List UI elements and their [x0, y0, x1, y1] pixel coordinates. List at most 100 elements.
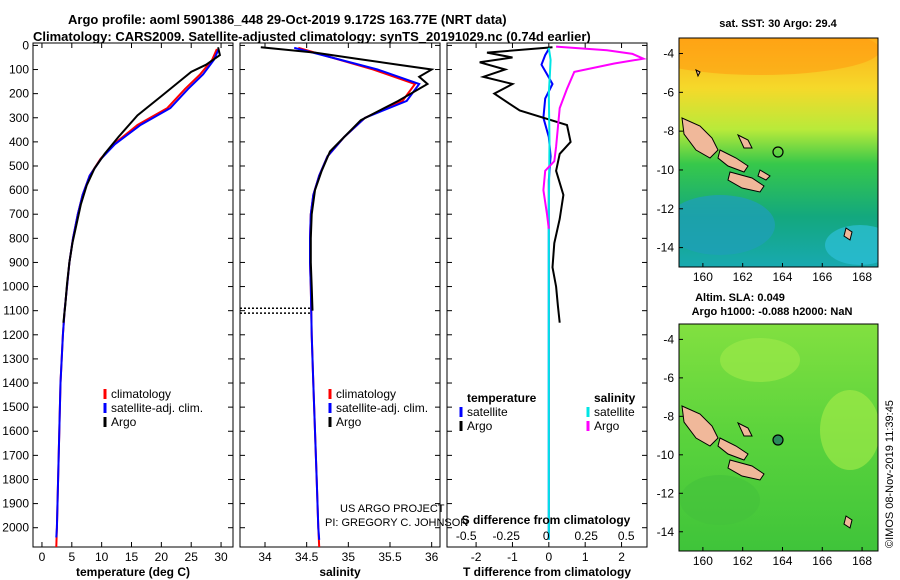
map-x-tick-label: 164	[772, 554, 792, 568]
top-x-tick-label: 0.5	[618, 529, 635, 543]
x-tick-label: 10	[95, 550, 109, 564]
sla-map-title-line-2: Argo h1000: -0.088 h2000: NaN	[692, 306, 853, 318]
depth-tick-label: 1500	[2, 400, 29, 414]
depth-tick-label: 1700	[2, 448, 29, 462]
depth-axis-labels: 0 100 200 300 400 500 600 700 800 900 1000 1100 1200…	[2, 38, 29, 534]
imos-stamp: ©IMOS 08-Nov-2019 11:39:45	[884, 400, 896, 548]
legend-label: Argo	[467, 419, 493, 433]
sla-map-frame	[678, 323, 879, 552]
map-x-tick-label: 160	[693, 554, 713, 568]
depth-tick-label: 2000	[2, 521, 29, 535]
map-y-tick-label: -4	[663, 47, 674, 61]
map-y-tick-label: -14	[657, 525, 675, 539]
sst-map	[679, 38, 878, 267]
depth-tick-label: 700	[9, 207, 29, 221]
x-tick-label: 1	[582, 550, 589, 564]
map-y-tick-label: -4	[663, 332, 674, 346]
x-tick-label: 35.5	[378, 550, 402, 564]
sla-patch	[680, 475, 760, 525]
land-islands	[681, 405, 853, 529]
sla-map-title-line-1: Altim. SLA: 0.049	[695, 292, 785, 304]
plot-frame	[32, 42, 234, 548]
sla-patch	[820, 390, 878, 470]
x-tick-label: 20	[155, 550, 169, 564]
depth-tick-label: 1200	[2, 328, 29, 342]
x-tick-label: 30	[214, 550, 228, 564]
plot-frame	[446, 42, 648, 548]
map-y-tick-label: -12	[657, 202, 675, 216]
series-line	[55, 48, 220, 538]
salinity-panel: 34 34.5 35 35.5 36 salinity climatologysatelli…	[239, 42, 468, 579]
depth-tick-label: 200	[9, 87, 29, 101]
top-x-tick-label: 0.25	[575, 529, 599, 543]
legend-label: climatology	[111, 387, 171, 401]
x-tick-label: 34	[258, 550, 272, 564]
sst-map-frame	[678, 37, 879, 268]
sst-map-title: sat. SST: 30 Argo: 29.4	[719, 18, 837, 30]
map-x-tick-label: 166	[812, 554, 832, 568]
sst-cool-patch	[679, 195, 775, 255]
legend-label: satellite	[467, 405, 508, 419]
depth-tick-label: 1000	[2, 280, 29, 294]
float-position-marker	[772, 434, 784, 446]
series-line	[260, 46, 435, 311]
x-axis-label: T difference from climatology	[463, 565, 631, 579]
land-islands	[681, 69, 853, 241]
map-y-tick-label: -8	[663, 124, 674, 138]
depth-tick-label: 600	[9, 183, 29, 197]
map-y-tick-label: -14	[657, 241, 675, 255]
series-line	[540, 48, 554, 540]
sla-map-axes: 160 162 164 166 168 -4 -6 -8 -10 -12 -14	[657, 332, 873, 568]
map-y-tick-label: -10	[657, 163, 675, 177]
depth-tick-label: 400	[9, 135, 29, 149]
sla-map	[679, 324, 878, 551]
temperature-panel: 0 5 10 15 20 25 30 temperature (deg C) climatolo…	[32, 42, 234, 579]
x-tick-label: 36	[425, 550, 439, 564]
legend-label: Argo	[336, 415, 362, 429]
map-y-tick-label: -12	[657, 486, 675, 500]
figure-title-line-1: Argo profile: aoml 5901386_448 29-Oct-20…	[68, 12, 507, 27]
sst-cool-patch	[825, 225, 878, 265]
map-x-tick-label: 166	[812, 270, 832, 284]
legend-label: satellite	[594, 405, 635, 419]
series-line	[542, 45, 647, 229]
x-tick-label: 2	[618, 550, 625, 564]
legend-title: salinity	[594, 391, 636, 405]
series-line	[547, 47, 552, 540]
sst-map-axes: 160 162 164 166 168 -4 -6 -8 -10 -12 -14	[657, 47, 873, 284]
x-axis-label: temperature (deg C)	[76, 565, 190, 579]
map-x-tick-label: 162	[733, 554, 753, 568]
legend-label: Argo	[594, 419, 620, 433]
depth-tick-label: 1100	[3, 304, 29, 318]
sla-patch	[720, 338, 800, 382]
depth-tick-label: 0	[22, 38, 29, 52]
depth-tick-label: 1600	[2, 424, 29, 438]
plot-frame	[239, 42, 441, 548]
map-y-tick-label: -10	[657, 448, 675, 462]
depth-tick-label: 1900	[2, 497, 29, 511]
sst-warm-patch	[679, 38, 878, 75]
top-x-tick-label: -0.5	[456, 529, 477, 543]
depth-tick-label: 800	[9, 231, 29, 245]
float-position-marker	[772, 146, 784, 158]
depth-tick-label: 500	[9, 159, 29, 173]
pi-annotation: PI: GREGORY C. JOHNSON	[325, 517, 468, 529]
series-line	[62, 47, 222, 323]
series-line	[479, 46, 572, 323]
x-tick-label: 0	[39, 550, 46, 564]
x-tick-label: -2	[471, 550, 482, 564]
legend-label: Argo	[111, 415, 137, 429]
x-tick-label: 34.5	[295, 550, 319, 564]
x-tick-label: 25	[185, 550, 199, 564]
legend-label: climatology	[336, 387, 396, 401]
map-x-tick-label: 164	[772, 270, 792, 284]
x-tick-label: 15	[125, 550, 139, 564]
project-annotation: US ARGO PROJECT	[340, 503, 445, 515]
map-x-tick-label: 168	[852, 554, 872, 568]
map-y-tick-label: -6	[663, 371, 674, 385]
x-tick-label: 5	[68, 550, 75, 564]
x-tick-label: 35	[342, 550, 356, 564]
difference-panel: -2 -1 0 1 2T difference from climatology temp…	[446, 42, 648, 579]
depth-tick-label: 900	[9, 255, 29, 269]
